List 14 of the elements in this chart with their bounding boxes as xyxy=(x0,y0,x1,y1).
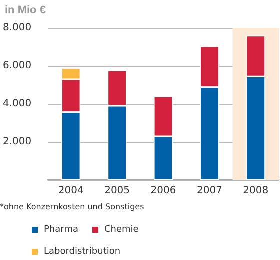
chart-title: in Mio € xyxy=(5,4,46,16)
x-tick-label: 2004 xyxy=(58,186,84,196)
legend-label: Pharma xyxy=(44,225,78,235)
legend-label: Chemie xyxy=(104,225,140,235)
legend-label: Labordistribution xyxy=(44,247,121,257)
y-tick-label: 2.000 xyxy=(3,136,32,148)
x-tick-label: 2006 xyxy=(150,186,176,196)
text: *ohne Konzernkosten und Sonstiges xyxy=(0,202,144,212)
y-tick-label: 4.000 xyxy=(3,98,32,110)
x-tick-label: 2008 xyxy=(243,186,269,196)
x-tick-label: 2005 xyxy=(104,186,130,196)
x-tick-label: 2007 xyxy=(196,186,222,196)
y-tick-label: 8.000 xyxy=(3,22,32,34)
y-tick-label: 6.000 xyxy=(3,60,32,72)
